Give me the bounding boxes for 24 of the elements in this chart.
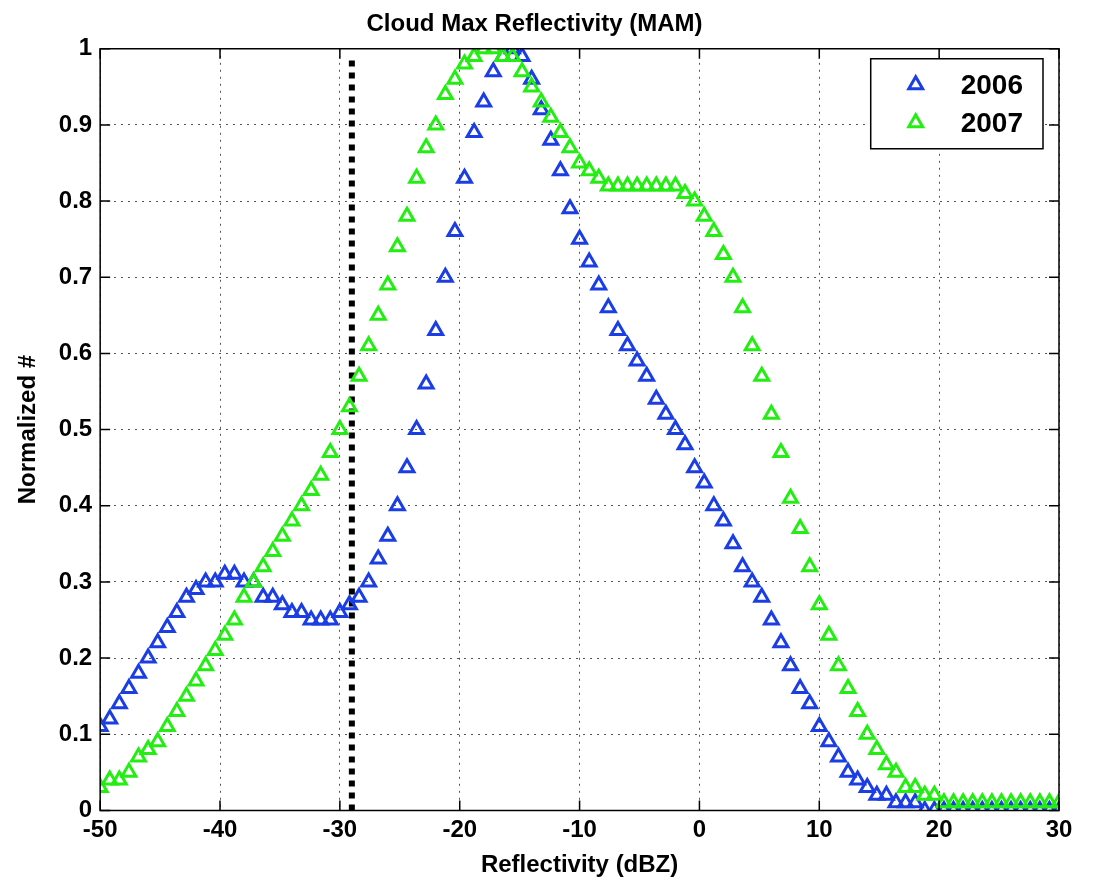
legend-label: 2007 bbox=[960, 106, 1024, 138]
legend-label: 2006 bbox=[960, 68, 1024, 100]
y-tick-label: 0 bbox=[78, 795, 93, 823]
y-tick-label: 0.9 bbox=[58, 109, 93, 137]
y-tick-label: 0.2 bbox=[58, 642, 93, 670]
y-tick-label: 0.6 bbox=[58, 338, 93, 366]
y-tick-label: 0.3 bbox=[58, 566, 93, 594]
x-tick-label: -30 bbox=[322, 815, 358, 843]
y-tick-label: 1 bbox=[78, 33, 93, 61]
y-tick-label: 0.1 bbox=[58, 718, 93, 746]
chart-title: Cloud Max Reflectivity (MAM) bbox=[366, 9, 703, 37]
y-tick-label: 0.8 bbox=[58, 185, 93, 213]
x-tick-label: -20 bbox=[442, 815, 478, 843]
x-tick-label: 0 bbox=[692, 815, 707, 843]
y-tick-label: 0.5 bbox=[58, 414, 93, 442]
y-tick-label: 0.7 bbox=[58, 261, 93, 289]
x-tick-label: 10 bbox=[805, 815, 833, 843]
x-tick-label: 20 bbox=[925, 815, 953, 843]
x-tick-label: -10 bbox=[562, 815, 597, 843]
y-axis-title: Normalized # bbox=[13, 354, 41, 505]
x-tick-label: 30 bbox=[1045, 815, 1073, 843]
y-tick-label: 0.4 bbox=[58, 490, 93, 518]
x-axis-title: Reflectivity (dBZ) bbox=[480, 850, 679, 878]
x-tick-label: -40 bbox=[202, 815, 238, 843]
